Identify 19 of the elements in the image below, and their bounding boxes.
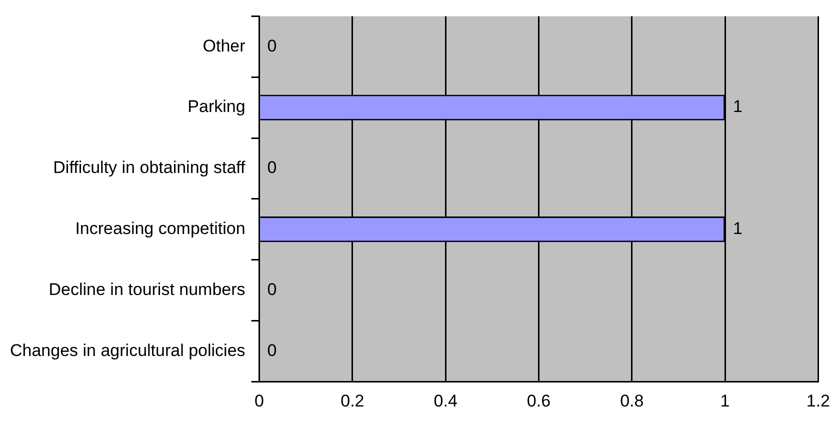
y-tick-label: Decline in tourist numbers <box>48 280 246 299</box>
x-tick-label: 0.4 <box>434 391 458 410</box>
data-label: 0 <box>267 340 277 360</box>
x-tick-label: 1 <box>720 391 730 410</box>
y-tick-label: Parking <box>188 97 246 116</box>
y-tick-label: Increasing competition <box>75 219 246 238</box>
data-label: 0 <box>267 158 277 178</box>
x-tick-label: 0.8 <box>620 391 644 410</box>
x-tick-label: 0 <box>254 391 264 410</box>
x-tick-label: 0.2 <box>340 391 364 410</box>
x-tick-label: 1.2 <box>806 391 830 410</box>
data-label: 0 <box>267 280 277 299</box>
data-label: 1 <box>733 219 743 238</box>
data-label: 1 <box>733 97 743 116</box>
y-tick-label: Changes in agricultural policies <box>10 340 246 360</box>
data-label: 0 <box>267 36 277 56</box>
y-tick-label: Other <box>202 36 246 56</box>
y-tick-label: Difficulty in obtaining staff <box>53 158 246 178</box>
x-tick-label: 0.6 <box>526 391 551 410</box>
